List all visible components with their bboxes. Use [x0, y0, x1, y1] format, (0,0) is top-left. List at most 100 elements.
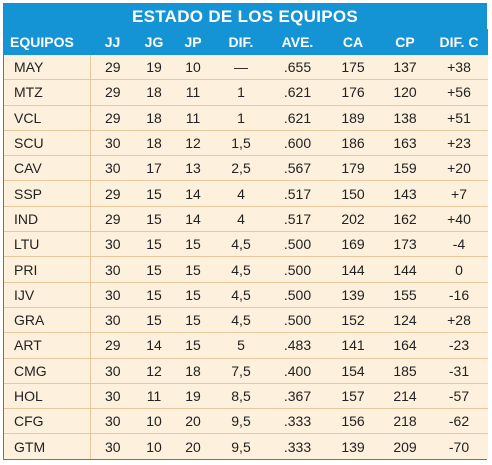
jj-cell: 29 — [90, 332, 135, 359]
jj-cell: 29 — [90, 105, 135, 131]
team-cell: CAV — [4, 155, 91, 182]
dif-cell: 4,5 — [213, 231, 269, 258]
jg-cell: 18 — [135, 130, 173, 157]
team-cell: LTU — [4, 231, 91, 258]
standings-table: EQUIPOS JJ JG JP DIF. AVE. CA CP DIF. C … — [4, 29, 488, 459]
table-row: CMG 30 12 18 7,5.400 154 185 -31 — [4, 358, 488, 384]
cp-cell: 120 — [380, 79, 430, 106]
team-cell: IND — [4, 206, 91, 233]
standings-panel: ESTADO DE LOS EQUIPOS EQUIPOS JJ JG JP D… — [3, 3, 488, 460]
jg-cell: 15 — [135, 180, 173, 207]
jj-cell: 29 — [90, 55, 135, 81]
jg-cell: 10 — [135, 433, 173, 459]
dif-c-cell: +20 — [430, 155, 488, 182]
cp-cell: 155 — [380, 282, 430, 308]
ave-cell: .500 — [269, 256, 326, 283]
jj-cell: 30 — [90, 155, 135, 182]
column-header-dif-c: DIF. C — [430, 29, 488, 55]
team-cell: CFG — [4, 408, 91, 435]
dif-c-cell: -23 — [430, 332, 488, 359]
dif-cell: 5 — [213, 332, 269, 359]
dif-cell: 4,5 — [213, 256, 269, 283]
column-header-dif: DIF. — [213, 29, 269, 55]
jj-cell: 30 — [90, 130, 135, 157]
column-header-jg: JG — [135, 29, 173, 55]
dif-c-cell: +38 — [430, 55, 488, 81]
dif-cell: 9,5 — [213, 433, 269, 459]
ca-cell: 144 — [326, 256, 380, 283]
dif-c-cell: +23 — [430, 130, 488, 157]
ave-cell: .333 — [269, 433, 326, 459]
jj-cell: 29 — [90, 206, 135, 233]
dif-cell: 4 — [213, 180, 269, 207]
cp-cell: 143 — [380, 180, 430, 207]
cp-cell: 137 — [380, 55, 430, 81]
ave-cell: .500 — [269, 282, 326, 308]
team-cell: IJV — [4, 282, 91, 308]
table-row: IND 29 15 14 4.517 202 162 +40 — [4, 206, 488, 233]
ave-cell: .517 — [269, 206, 326, 233]
column-header-ave: AVE. — [269, 29, 326, 55]
cp-cell: 144 — [380, 256, 430, 283]
jg-cell: 14 — [135, 332, 173, 359]
ca-cell: 152 — [326, 307, 380, 334]
jg-cell: 18 — [135, 79, 173, 106]
ave-cell: .333 — [269, 408, 326, 435]
cp-cell: 163 — [380, 130, 430, 157]
table-row: PRI 30 15 15 4,5.500 144 144 0 — [4, 256, 488, 283]
team-cell: CMG — [4, 358, 91, 384]
ca-cell: 157 — [326, 383, 380, 410]
ave-cell: .621 — [269, 105, 326, 131]
jg-cell: 11 — [135, 383, 173, 410]
ave-cell: .500 — [269, 307, 326, 334]
jp-cell: 15 — [173, 256, 213, 283]
dif-c-cell: +56 — [430, 79, 488, 106]
ca-cell: 179 — [326, 155, 380, 182]
cp-cell: 159 — [380, 155, 430, 182]
column-header-jp: JP — [173, 29, 213, 55]
dif-cell: 7,5 — [213, 358, 269, 384]
jg-cell: 15 — [135, 282, 173, 308]
jj-cell: 30 — [90, 358, 135, 384]
jj-cell: 30 — [90, 383, 135, 410]
dif-cell: 4,5 — [213, 282, 269, 308]
standings-body: MAY 29 19 10— .655 175 137 +38 MTZ 29 18 11 1.621 176… — [4, 55, 488, 459]
table-row: GRA 30 15 15 4,5.500 152 124 +28 — [4, 307, 488, 334]
table-row: VCL 29 18 11 1.621 189 138 +51 — [4, 105, 488, 131]
team-cell: MTZ — [4, 79, 91, 106]
jg-cell: 19 — [135, 55, 173, 81]
team-cell: SSP — [4, 180, 91, 207]
dif-cell: 1 — [213, 105, 269, 131]
dif-cell: 2,5 — [213, 155, 269, 182]
header-row: EQUIPOS JJ JG JP DIF. AVE. CA CP DIF. C — [4, 29, 488, 55]
ave-cell: .483 — [269, 332, 326, 359]
cp-cell: 185 — [380, 358, 430, 384]
jj-cell: 29 — [90, 79, 135, 106]
jg-cell: 15 — [135, 256, 173, 283]
jg-cell: 18 — [135, 105, 173, 131]
jp-cell: 20 — [173, 433, 213, 459]
jj-cell: 30 — [90, 408, 135, 435]
dif-c-cell: -57 — [430, 383, 488, 410]
jg-cell: 12 — [135, 358, 173, 384]
jj-cell: 30 — [90, 231, 135, 258]
jg-cell: 15 — [135, 206, 173, 233]
standings-title: ESTADO DE LOS EQUIPOS — [4, 4, 486, 29]
team-cell: GTM — [4, 433, 91, 459]
jp-cell: 18 — [173, 358, 213, 384]
ca-cell: 156 — [326, 408, 380, 435]
ca-cell: 150 — [326, 180, 380, 207]
cp-cell: 162 — [380, 206, 430, 233]
jp-cell: 13 — [173, 155, 213, 182]
column-header-equipos: EQUIPOS — [4, 29, 90, 55]
dif-cell: 4 — [213, 206, 269, 233]
ave-cell: .600 — [269, 130, 326, 157]
jp-cell: 14 — [173, 206, 213, 233]
team-cell: VCL — [4, 105, 91, 131]
team-cell: SCU — [4, 130, 91, 157]
ca-cell: 139 — [326, 282, 380, 308]
jg-cell: 15 — [135, 231, 173, 258]
table-row: HOL 30 11 19 8,5.367 157 214 -57 — [4, 383, 488, 410]
dif-cell: 1 — [213, 79, 269, 106]
dif-c-cell: +51 — [430, 105, 488, 131]
